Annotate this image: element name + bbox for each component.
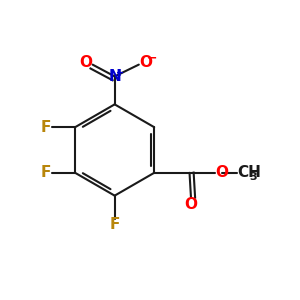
Text: F: F (41, 165, 52, 180)
Text: +: + (116, 68, 124, 78)
Text: F: F (110, 217, 120, 232)
Text: O: O (80, 55, 93, 70)
Text: CH: CH (237, 165, 261, 180)
Text: −: − (146, 52, 157, 64)
Text: O: O (184, 197, 197, 212)
Text: N: N (108, 69, 121, 84)
Text: O: O (139, 55, 152, 70)
Text: O: O (216, 165, 229, 180)
Text: F: F (41, 120, 52, 135)
Text: 3: 3 (249, 172, 257, 182)
